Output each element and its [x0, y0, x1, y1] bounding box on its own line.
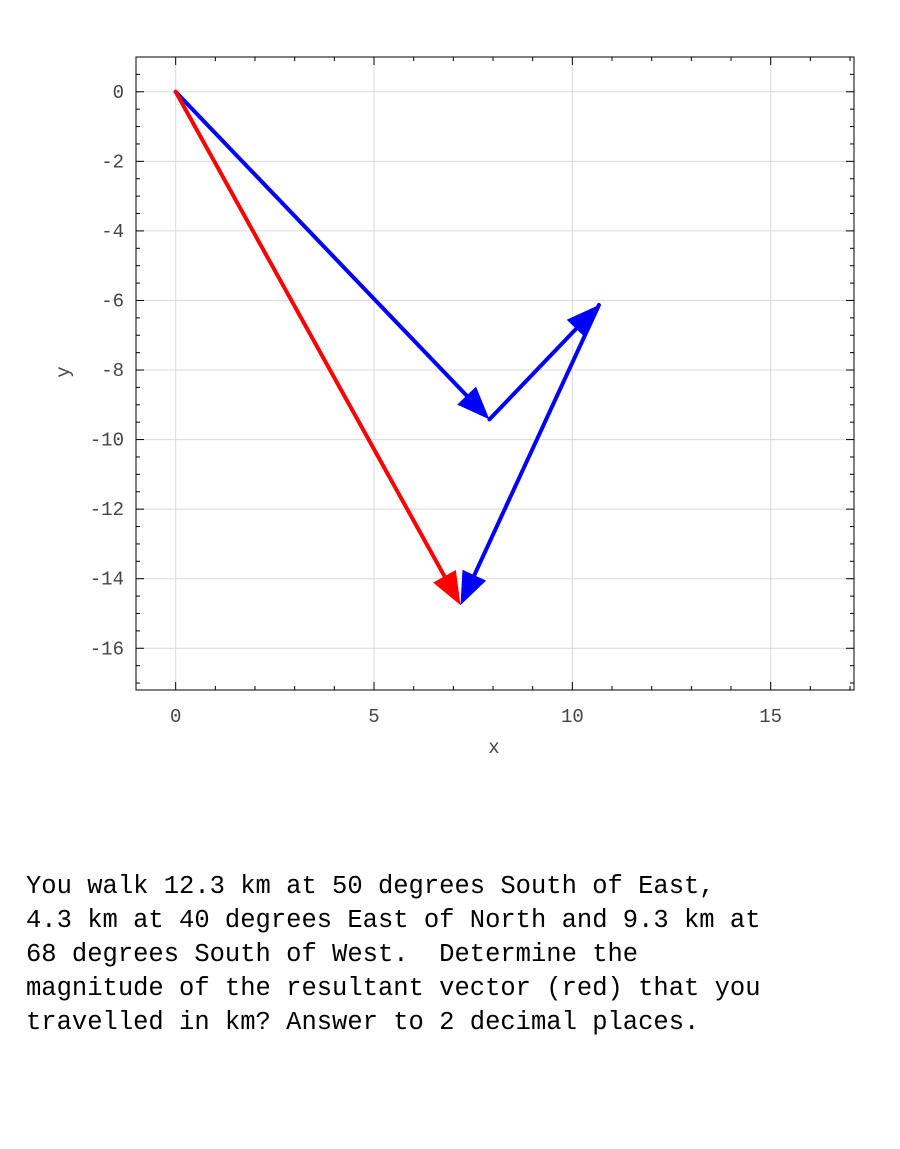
vector-arrowhead — [460, 569, 487, 606]
vector-line — [173, 89, 471, 400]
y-tick-label: -2 — [101, 151, 124, 173]
question-line: You walk 12.3 km at 50 degrees South of … — [26, 872, 715, 901]
vector-arrowhead — [457, 386, 490, 420]
x-tick-label: 10 — [561, 706, 584, 728]
vector-line — [173, 89, 448, 581]
y-axis-label: y — [53, 366, 75, 377]
y-tick-label: -10 — [90, 430, 124, 452]
x-tick-label: 0 — [170, 706, 181, 728]
x-tick-label: 15 — [759, 706, 782, 728]
vector-arrowhead — [566, 305, 599, 338]
minor-ticks — [135, 56, 854, 690]
question-line: travelled in km? Answer to 2 decimal pla… — [26, 1008, 700, 1037]
x-tick-label: 5 — [368, 706, 379, 728]
vector-line — [487, 325, 580, 422]
y-tick-label: -16 — [90, 638, 124, 660]
y-tick-label: -12 — [90, 499, 124, 521]
y-tick-label: 0 — [113, 82, 124, 104]
x-tick-labels: 0 5 10 15 — [170, 706, 782, 728]
question-line: 68 degrees South of West. Determine the — [26, 940, 639, 969]
vector-chart: 0 5 10 15 0 -2 -4 -6 -8 -10 -12 -14 -16 … — [53, 56, 855, 759]
y-tick-label: -4 — [101, 221, 124, 243]
question-text: You walk 12.3 km at 50 degrees South of … — [26, 870, 886, 1040]
y-tick-label: -6 — [101, 290, 124, 312]
x-axis-label: x — [488, 737, 499, 759]
major-ticks — [136, 57, 854, 690]
grid-lines — [136, 57, 854, 690]
vector-line — [471, 302, 601, 579]
question-line: 4.3 km at 40 degrees East of North and 9… — [26, 906, 761, 935]
vector-arrowhead — [433, 570, 461, 606]
y-tick-labels: 0 -2 -4 -6 -8 -10 -12 -14 -16 — [90, 82, 124, 660]
y-tick-label: -8 — [101, 360, 124, 382]
plot-frame — [135, 56, 855, 691]
y-tick-label: -14 — [90, 569, 124, 591]
vectors — [173, 89, 601, 606]
question-line: magnitude of the resultant vector (red) … — [26, 974, 761, 1003]
